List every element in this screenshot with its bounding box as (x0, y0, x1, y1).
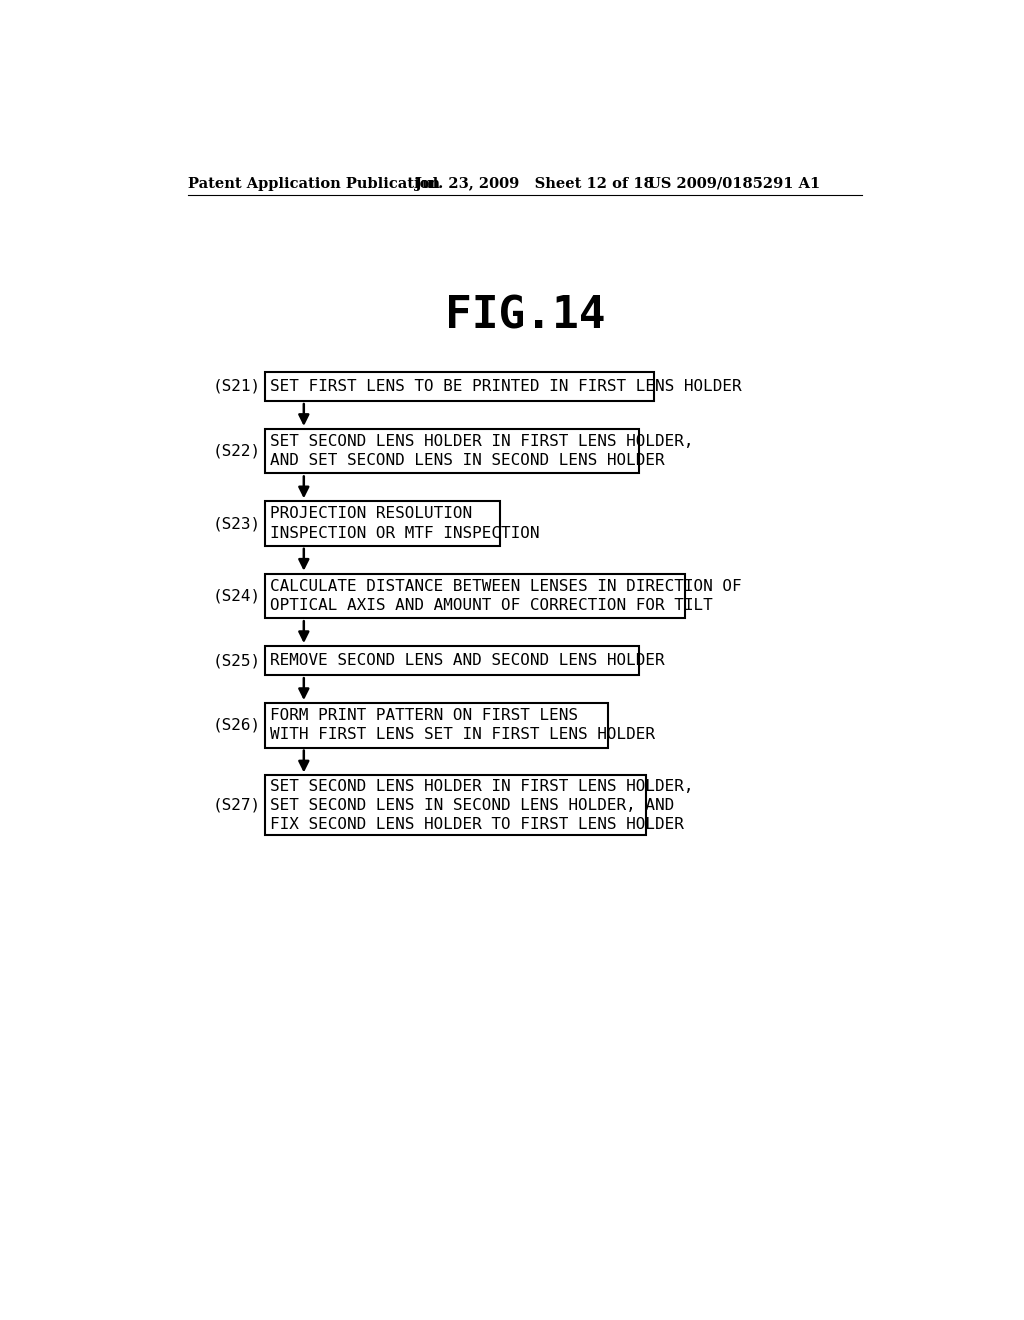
Text: Patent Application Publication: Patent Application Publication (188, 177, 440, 191)
Bar (265, 704, 608, 747)
Bar (265, 429, 639, 474)
Bar (265, 574, 685, 618)
Bar (265, 372, 654, 401)
Text: Jul. 23, 2009   Sheet 12 of 18: Jul. 23, 2009 Sheet 12 of 18 (416, 177, 654, 191)
Text: (S21): (S21) (213, 379, 261, 393)
Text: REMOVE SECOND LENS AND SECOND LENS HOLDER: REMOVE SECOND LENS AND SECOND LENS HOLDE… (270, 653, 665, 668)
Text: US 2009/0185291 A1: US 2009/0185291 A1 (648, 177, 820, 191)
Text: SET SECOND LENS HOLDER IN FIRST LENS HOLDER,
SET SECOND LENS IN SECOND LENS HOLD: SET SECOND LENS HOLDER IN FIRST LENS HOL… (270, 779, 693, 832)
Text: (S23): (S23) (213, 516, 261, 531)
Text: (S26): (S26) (213, 718, 261, 733)
Bar (265, 645, 639, 676)
Text: FORM PRINT PATTERN ON FIRST LENS
WITH FIRST LENS SET IN FIRST LENS HOLDER: FORM PRINT PATTERN ON FIRST LENS WITH FI… (270, 708, 655, 742)
Text: (S24): (S24) (213, 589, 261, 603)
Text: (S22): (S22) (213, 444, 261, 458)
Text: PROJECTION RESOLUTION
INSPECTION OR MTF INSPECTION: PROJECTION RESOLUTION INSPECTION OR MTF … (270, 507, 540, 541)
Bar (265, 502, 500, 546)
Text: FIG.14: FIG.14 (444, 294, 605, 338)
Text: SET FIRST LENS TO BE PRINTED IN FIRST LENS HOLDER: SET FIRST LENS TO BE PRINTED IN FIRST LE… (270, 379, 741, 393)
Text: CALCULATE DISTANCE BETWEEN LENSES IN DIRECTION OF
OPTICAL AXIS AND AMOUNT OF COR: CALCULATE DISTANCE BETWEEN LENSES IN DIR… (270, 578, 741, 612)
Text: SET SECOND LENS HOLDER IN FIRST LENS HOLDER,
AND SET SECOND LENS IN SECOND LENS : SET SECOND LENS HOLDER IN FIRST LENS HOL… (270, 434, 693, 469)
Text: (S25): (S25) (213, 653, 261, 668)
Bar (265, 775, 646, 836)
Text: (S27): (S27) (213, 797, 261, 813)
